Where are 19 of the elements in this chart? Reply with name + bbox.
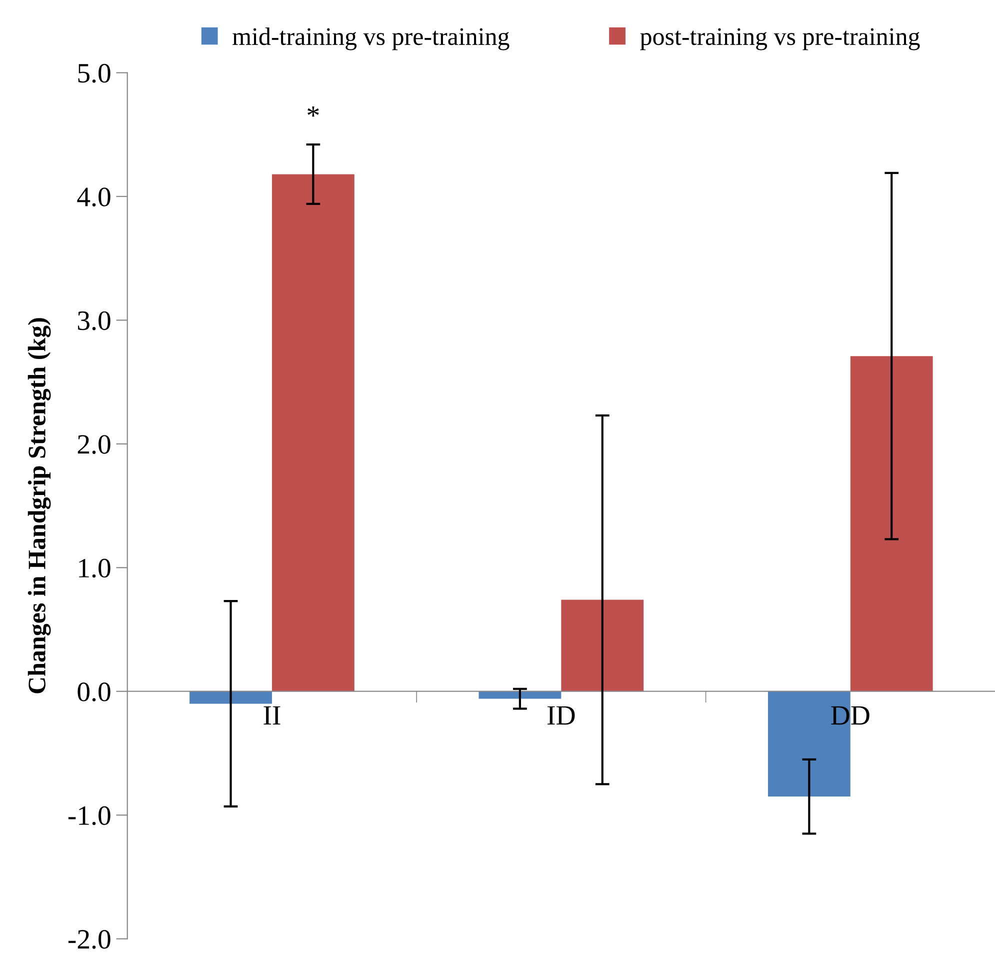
y-tick-label: 0.0 [78, 682, 110, 702]
y-tick-label: -2.0 [68, 930, 110, 949]
bar [850, 356, 933, 692]
x-tick-label: ID [548, 706, 575, 725]
y-tick-label: -1.0 [68, 806, 110, 826]
bar [272, 174, 354, 692]
bar [561, 600, 644, 692]
y-tick-label: 3.0 [78, 311, 110, 330]
legend-label: mid-training vs pre-training [232, 27, 510, 50]
bar [190, 691, 272, 704]
y-tick-label: 4.0 [77, 188, 110, 206]
y-tick-label: 1.0 [79, 558, 110, 578]
y-tick-label: 5.0 [78, 64, 110, 83]
annotation: * [308, 106, 319, 117]
x-tick-label: II [264, 706, 280, 725]
legend-label: post-training vs pre-training [640, 28, 920, 50]
bar [478, 691, 562, 699]
y-axis-title: Changes in Handgrip Strength (kg) [28, 318, 51, 694]
y-tick-label: 2.0 [78, 435, 110, 454]
